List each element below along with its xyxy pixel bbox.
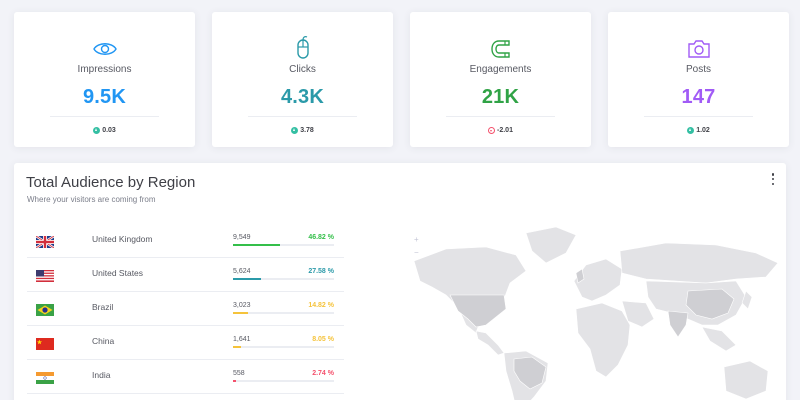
stat-change-value: -2.01 (497, 127, 513, 134)
progress-track (233, 312, 334, 314)
zoom-in-button[interactable]: + (414, 235, 419, 244)
posts-card: Posts 147 1.02 (608, 12, 789, 147)
map-region-europe (573, 258, 623, 302)
mouse-icon (296, 36, 309, 59)
map-region-china (685, 288, 735, 320)
stat-value: 4.3K (280, 86, 325, 108)
region-list: United Kingdom 9,549 46.82 % United Stat… (27, 224, 344, 394)
arrow-up-icon (291, 127, 299, 134)
country-name: Brazil (92, 302, 114, 312)
zoom-out-button[interactable]: − (414, 248, 419, 257)
stat-value: 21K (481, 86, 520, 108)
region-row: United States 5,624 27.58 % (27, 258, 344, 292)
visitor-count: 3,023 (233, 302, 251, 309)
map-region-russia (619, 242, 779, 284)
us-flag-icon (36, 270, 54, 282)
map-region-australia (723, 360, 769, 400)
progress-fill (233, 312, 249, 314)
progress-fill (233, 244, 281, 246)
progress-fill (233, 278, 262, 280)
visitor-percent: 2.74 % (312, 370, 334, 377)
eye-icon (92, 43, 117, 55)
progress-track (233, 278, 334, 280)
stat-change: -2.01 (410, 127, 591, 134)
region-row: United Kingdom 9,549 46.82 % (27, 224, 344, 258)
progress-track (233, 244, 334, 246)
divider (50, 116, 159, 117)
stat-change: 0.03 (14, 127, 195, 134)
stat-change-value: 0.03 (102, 127, 116, 134)
stat-change-value: 1.02 (696, 127, 710, 134)
map-region-southeast-asia (701, 326, 737, 352)
divider (446, 116, 555, 117)
map-region-central-america (475, 330, 505, 356)
divider (248, 116, 357, 117)
map-region-india (667, 310, 689, 338)
visitor-count: 558 (233, 370, 245, 377)
uk-flag-icon (36, 236, 54, 248)
country-name: India (92, 370, 111, 380)
stat-value: 9.5K (82, 86, 127, 108)
country-name: United States (92, 268, 144, 278)
visitor-percent: 8.05 % (312, 336, 334, 343)
visitor-percent: 14.82 % (308, 302, 334, 309)
arrow-down-icon (488, 127, 496, 134)
brazil-flag-icon (36, 304, 54, 316)
arrow-up-icon (93, 127, 101, 134)
region-row: Brazil 3,023 14.82 % (27, 292, 344, 326)
map-region-middle-east (621, 300, 655, 328)
progress-track (233, 380, 334, 382)
region-row: India 558 2.74 % (27, 360, 344, 394)
map-region-greenland (525, 226, 577, 264)
audience-by-region-panel: Total Audience by Region Where your visi… (14, 163, 786, 400)
india-flag-icon (36, 372, 54, 384)
arrow-up-icon (687, 127, 695, 134)
stat-label: Engagements (469, 64, 532, 75)
panel-title: Total Audience by Region (26, 174, 196, 191)
map-region-united-states (449, 294, 507, 328)
clicks-card: Clicks 4.3K 3.78 (212, 12, 393, 147)
panel-subtitle: Where your visitors are coming from (27, 195, 156, 204)
camera-icon (687, 40, 710, 58)
stat-label: Posts (685, 64, 711, 75)
magnet-icon (490, 40, 510, 58)
stat-change-value: 3.78 (300, 127, 314, 134)
map-region-united-kingdom (575, 268, 585, 284)
map-region-brazil (513, 356, 547, 390)
visitor-percent: 27.58 % (308, 268, 334, 275)
map-region-africa (575, 302, 631, 378)
progress-track (233, 346, 334, 348)
visitor-percent: 46.82 % (308, 234, 334, 241)
map-zoom-controls: + − (414, 233, 419, 259)
engagements-card: Engagements 21K -2.01 (410, 12, 591, 147)
divider (644, 116, 753, 117)
stat-change: 3.78 (212, 127, 393, 134)
progress-fill (233, 380, 237, 382)
map-region-japan (741, 290, 753, 310)
stat-value: 147 (681, 86, 716, 108)
stat-change: 1.02 (608, 127, 789, 134)
china-flag-icon (36, 338, 54, 350)
stat-label: Clicks (289, 64, 316, 75)
more-options-icon[interactable] (770, 173, 776, 185)
visitor-count: 5,624 (233, 268, 251, 275)
country-name: United Kingdom (92, 234, 153, 244)
impressions-card: Impressions 9.5K 0.03 (14, 12, 195, 147)
visitor-count: 1,641 (233, 336, 251, 343)
world-map[interactable] (406, 221, 781, 400)
visitor-count: 9,549 (233, 234, 251, 241)
stat-label: Impressions (77, 64, 132, 75)
country-name: China (92, 336, 115, 346)
progress-fill (233, 346, 242, 348)
region-row: China 1,641 8.05 % (27, 326, 344, 360)
